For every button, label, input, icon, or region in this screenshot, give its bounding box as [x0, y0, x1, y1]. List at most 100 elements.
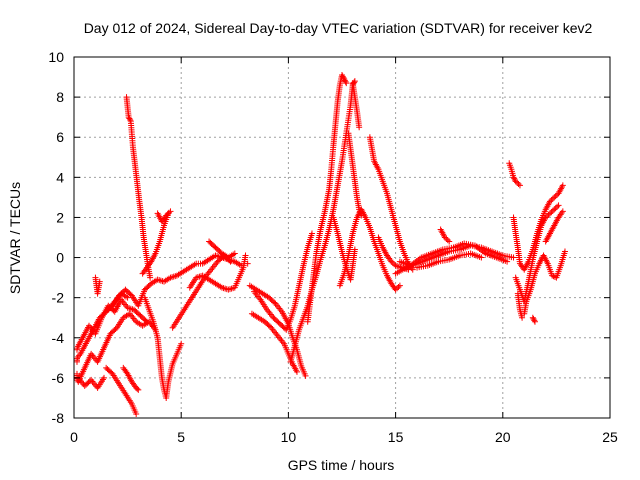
- data-point: [512, 178, 519, 185]
- data-point: [178, 340, 185, 347]
- y-tick-label: 2: [56, 209, 64, 225]
- data-point: [242, 252, 249, 259]
- series-sdtvar: [74, 72, 568, 417]
- x-tick-label: 5: [177, 429, 185, 445]
- data-point: [549, 272, 556, 279]
- data-point: [142, 317, 149, 324]
- data-point: [530, 316, 537, 323]
- chart-title: Day 012 of 2024, Sidereal Day-to-day VTE…: [84, 20, 593, 36]
- data-point: [394, 285, 401, 292]
- data-point: [271, 299, 278, 306]
- data-point: [227, 258, 234, 265]
- data-point: [389, 259, 396, 266]
- data-point: [341, 76, 348, 83]
- data-point: [551, 206, 558, 213]
- x-tick-label: 10: [281, 429, 297, 445]
- data-point: [134, 385, 141, 392]
- data-point: [226, 257, 233, 264]
- data-point: [441, 234, 448, 241]
- data-point: [542, 214, 549, 221]
- data-point: [231, 250, 238, 257]
- data-point: [552, 205, 559, 212]
- data-point: [302, 372, 309, 379]
- data-point: [96, 278, 103, 285]
- y-tick-label: -4: [52, 330, 65, 346]
- data-point: [351, 246, 358, 253]
- data-point: [531, 317, 538, 324]
- data-point: [531, 318, 538, 325]
- y-tick-label: 10: [48, 49, 64, 65]
- data-point: [124, 294, 131, 301]
- data-point: [127, 116, 134, 123]
- y-tick-label: 0: [56, 250, 64, 266]
- data-point: [510, 254, 517, 261]
- data-point: [343, 80, 350, 87]
- data-point: [516, 182, 523, 189]
- data-point: [546, 198, 553, 205]
- data-point: [342, 78, 349, 85]
- data-point: [549, 207, 556, 214]
- data-point: [551, 194, 558, 201]
- data-point: [358, 212, 365, 219]
- data-point: [395, 283, 402, 290]
- data-point: [544, 213, 551, 220]
- data-point: [164, 211, 171, 218]
- data-point: [339, 73, 346, 80]
- axis-ticks: 0 5 10 15 20 25 -8 -6 -4 -2 0 2 4 6 8 10: [48, 49, 618, 445]
- data-point: [244, 260, 251, 267]
- y-tick-label: -8: [52, 410, 65, 426]
- data-point: [511, 175, 518, 182]
- data-point: [545, 211, 552, 218]
- data-point: [388, 258, 395, 265]
- data-point: [514, 179, 521, 186]
- data-point: [125, 114, 132, 121]
- data-point: [529, 314, 536, 321]
- data-point: [356, 124, 363, 131]
- data-point: [266, 323, 273, 330]
- data-points: [74, 72, 568, 417]
- data-point: [143, 318, 150, 325]
- y-tick-label: 6: [56, 129, 64, 145]
- plot-frame: [73, 56, 611, 419]
- data-point: [548, 197, 555, 204]
- data-point: [561, 248, 568, 255]
- x-tick-label: 0: [70, 429, 78, 445]
- data-point: [167, 208, 174, 215]
- data-point: [293, 368, 300, 375]
- y-tick-label: 4: [56, 169, 64, 185]
- data-point: [546, 210, 553, 217]
- data-point: [550, 273, 557, 280]
- data-point: [510, 174, 517, 181]
- data-point: [166, 209, 173, 216]
- y-axis-label: SDTVAR / TECUs: [7, 182, 23, 294]
- data-point: [548, 209, 555, 216]
- data-point: [147, 274, 154, 281]
- data-point: [133, 410, 140, 417]
- data-point: [341, 77, 348, 84]
- x-tick-label: 15: [388, 429, 404, 445]
- y-tick-label: -2: [52, 290, 65, 306]
- data-point: [339, 72, 345, 79]
- x-tick-label: 25: [602, 429, 618, 445]
- data-point: [340, 74, 347, 81]
- data-point: [101, 374, 108, 381]
- data-point: [552, 193, 559, 200]
- data-point: [549, 195, 556, 202]
- data-point: [308, 230, 315, 237]
- data-point: [555, 202, 562, 209]
- data-point: [446, 238, 453, 245]
- data-point: [519, 314, 526, 321]
- data-point: [391, 261, 398, 268]
- y-tick-label: -6: [52, 370, 65, 386]
- data-point: [163, 212, 170, 219]
- y-tick-label: 8: [56, 89, 64, 105]
- data-point: [351, 79, 358, 86]
- data-point: [396, 282, 403, 289]
- grid-lines: [74, 57, 610, 418]
- x-tick-label: 20: [495, 429, 511, 445]
- data-point: [559, 182, 566, 189]
- data-point: [559, 208, 566, 215]
- data-point: [515, 181, 522, 188]
- data-point: [443, 235, 450, 242]
